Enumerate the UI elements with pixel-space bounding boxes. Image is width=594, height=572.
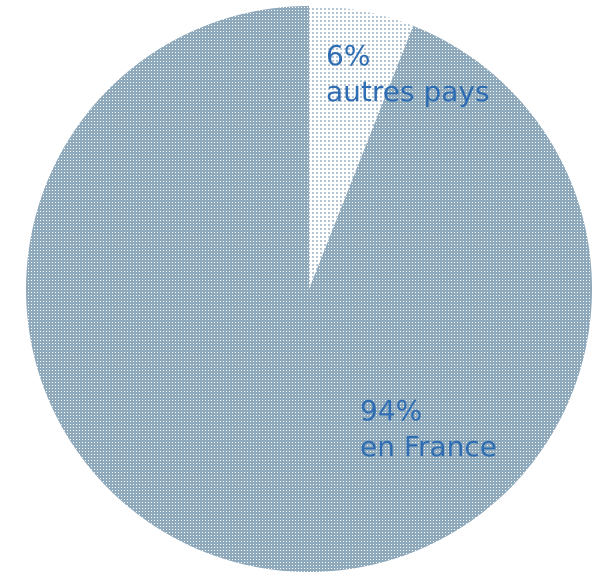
category-label: autres pays xyxy=(326,75,490,108)
category-label: en France xyxy=(360,430,497,463)
slice-label: 6% autres pays xyxy=(326,38,490,110)
slice-label: 94% en France xyxy=(360,393,510,465)
value-label: 94% xyxy=(360,394,423,427)
pie-slice xyxy=(26,6,593,572)
value-label: 6% xyxy=(326,39,371,72)
pie-slice xyxy=(309,6,414,289)
